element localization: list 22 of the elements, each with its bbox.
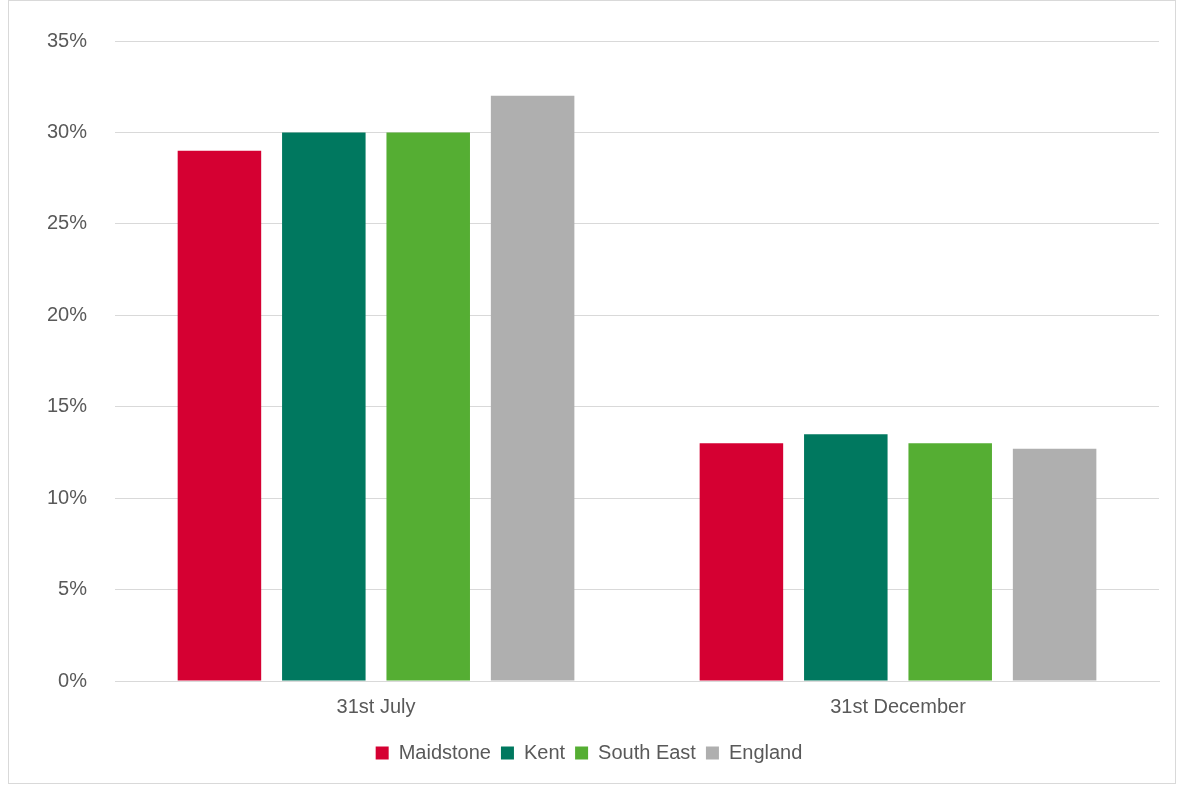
y-tick-label: 30%: [47, 119, 88, 142]
y-tick-label: 10%: [47, 485, 88, 508]
x-tick-label: 31st December: [830, 694, 967, 717]
x-tick-label: 31st July: [336, 694, 416, 717]
bar: [908, 443, 992, 681]
y-tick-label: 20%: [47, 302, 88, 325]
bar: [490, 95, 575, 681]
bar: [177, 150, 262, 681]
bar: [282, 132, 366, 681]
bar: [804, 434, 888, 681]
bar: [386, 132, 470, 681]
y-tick-label: 0%: [58, 668, 88, 691]
legend-label: South East: [598, 740, 697, 763]
legend-label: Maidstone: [398, 740, 491, 763]
legend-label: England: [728, 740, 803, 763]
y-tick-label: 5%: [58, 577, 88, 600]
y-tick-label: 15%: [47, 394, 88, 417]
legend-label: Kent: [523, 740, 566, 763]
y-tick-label: 35%: [47, 28, 88, 51]
y-tick-label: 25%: [47, 211, 88, 234]
bar: [1012, 448, 1097, 681]
bar: [699, 443, 784, 681]
